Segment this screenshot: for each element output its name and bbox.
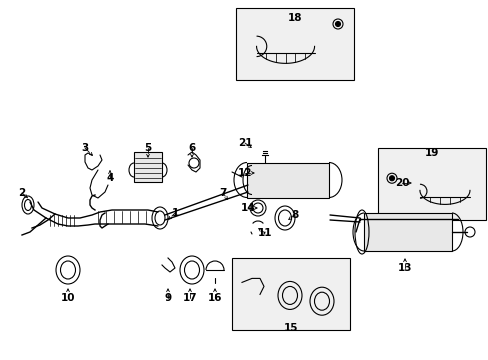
Text: 12: 12 [237, 168, 252, 178]
Text: 20: 20 [394, 178, 408, 188]
Text: 3: 3 [81, 143, 88, 153]
Circle shape [389, 176, 394, 181]
Text: 2: 2 [19, 188, 25, 198]
Text: 21: 21 [237, 138, 252, 148]
Text: 14: 14 [240, 203, 255, 213]
Text: 6: 6 [188, 143, 195, 153]
Text: 18: 18 [287, 13, 302, 23]
Text: 7: 7 [219, 188, 226, 198]
Text: 11: 11 [257, 228, 272, 238]
Text: 9: 9 [164, 293, 171, 303]
Text: 8: 8 [291, 210, 298, 220]
Text: 1: 1 [171, 208, 178, 218]
Bar [236, 8, 353, 80]
Circle shape [335, 22, 340, 27]
Bar [377, 148, 485, 220]
Text: 17: 17 [183, 293, 197, 303]
Text: 5: 5 [144, 143, 151, 153]
Text: 16: 16 [207, 293, 222, 303]
Text: 13: 13 [397, 263, 411, 273]
Text: 19: 19 [424, 148, 438, 158]
Bar [134, 152, 162, 182]
Text: 4: 4 [106, 173, 113, 183]
Text: 15: 15 [283, 323, 298, 333]
Bar [231, 258, 349, 330]
Text: 10: 10 [61, 293, 75, 303]
Bar [363, 213, 451, 251]
Bar [246, 162, 328, 198]
